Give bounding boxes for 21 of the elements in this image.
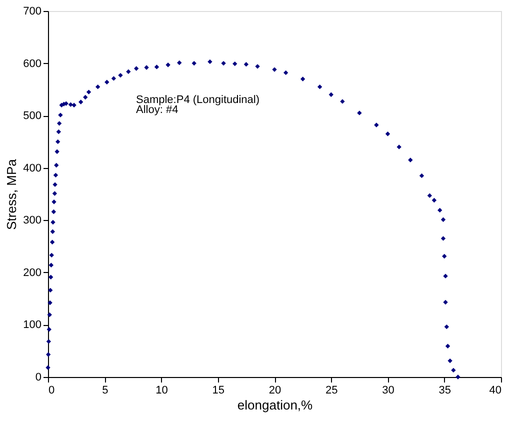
y-tick-label: 600 bbox=[23, 58, 42, 70]
x-tick-label: 10 bbox=[156, 384, 168, 396]
y-tick-label: 400 bbox=[23, 162, 42, 174]
x-tick-label: 5 bbox=[102, 384, 108, 396]
y-axis-title: Stress, MPa bbox=[4, 158, 20, 230]
x-tick-label: 40 bbox=[489, 384, 502, 396]
y-tick-label: 300 bbox=[23, 214, 42, 227]
y-tick-label: 200 bbox=[23, 266, 42, 279]
x-tick-label: 15 bbox=[212, 384, 224, 396]
x-tick-label: 30 bbox=[382, 384, 394, 396]
annotation: Alloy: #4 bbox=[136, 104, 178, 116]
y-tick-label: 100 bbox=[23, 319, 42, 332]
x-tick-label: 25 bbox=[326, 384, 338, 396]
x-tick-label: 0 bbox=[48, 384, 55, 396]
x-tick-label: 20 bbox=[268, 384, 282, 396]
y-tick-label: 500 bbox=[23, 110, 42, 122]
y-tick-label: 0 bbox=[35, 372, 42, 384]
annotation: Sample:P4 (Longitudinal) bbox=[136, 94, 260, 106]
x-axis-title: elongation,% bbox=[237, 398, 314, 412]
x-tick-label: 35 bbox=[438, 384, 451, 396]
y-tick-label: 700 bbox=[23, 6, 42, 18]
